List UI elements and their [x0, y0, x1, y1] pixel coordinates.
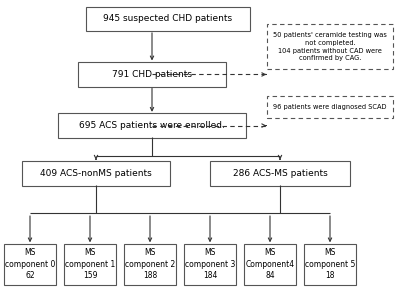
Text: 695 ACS patients were enrolled.: 695 ACS patients were enrolled. — [79, 121, 225, 130]
Text: MS
component 0
62: MS component 0 62 — [5, 248, 55, 280]
FancyBboxPatch shape — [244, 244, 296, 285]
Text: MS
component 3
184: MS component 3 184 — [185, 248, 235, 280]
FancyBboxPatch shape — [78, 62, 226, 87]
Text: MS
component 2
188: MS component 2 188 — [125, 248, 175, 280]
Text: MS
component 1
159: MS component 1 159 — [65, 248, 115, 280]
FancyBboxPatch shape — [22, 161, 170, 186]
Text: 96 patients were diagnosed SCAD: 96 patients were diagnosed SCAD — [273, 104, 387, 110]
Text: 945 suspected CHD patients: 945 suspected CHD patients — [104, 15, 232, 23]
FancyBboxPatch shape — [4, 244, 56, 285]
Text: MS
component 5
18: MS component 5 18 — [305, 248, 355, 280]
FancyBboxPatch shape — [124, 244, 176, 285]
Text: MS
Component4
84: MS Component4 84 — [246, 248, 294, 280]
FancyBboxPatch shape — [58, 113, 246, 138]
Text: 50 patients' ceramide testing was
not completed.
104 patients without CAD were
c: 50 patients' ceramide testing was not co… — [273, 32, 387, 61]
FancyBboxPatch shape — [184, 244, 236, 285]
Text: 791 CHD patients: 791 CHD patients — [112, 70, 192, 79]
FancyBboxPatch shape — [86, 7, 250, 32]
FancyBboxPatch shape — [64, 244, 116, 285]
FancyBboxPatch shape — [267, 96, 393, 118]
FancyBboxPatch shape — [304, 244, 356, 285]
FancyBboxPatch shape — [267, 24, 393, 69]
Text: 286 ACS-MS patients: 286 ACS-MS patients — [233, 169, 327, 178]
Text: 409 ACS-nonMS patients: 409 ACS-nonMS patients — [40, 169, 152, 178]
FancyBboxPatch shape — [210, 161, 350, 186]
